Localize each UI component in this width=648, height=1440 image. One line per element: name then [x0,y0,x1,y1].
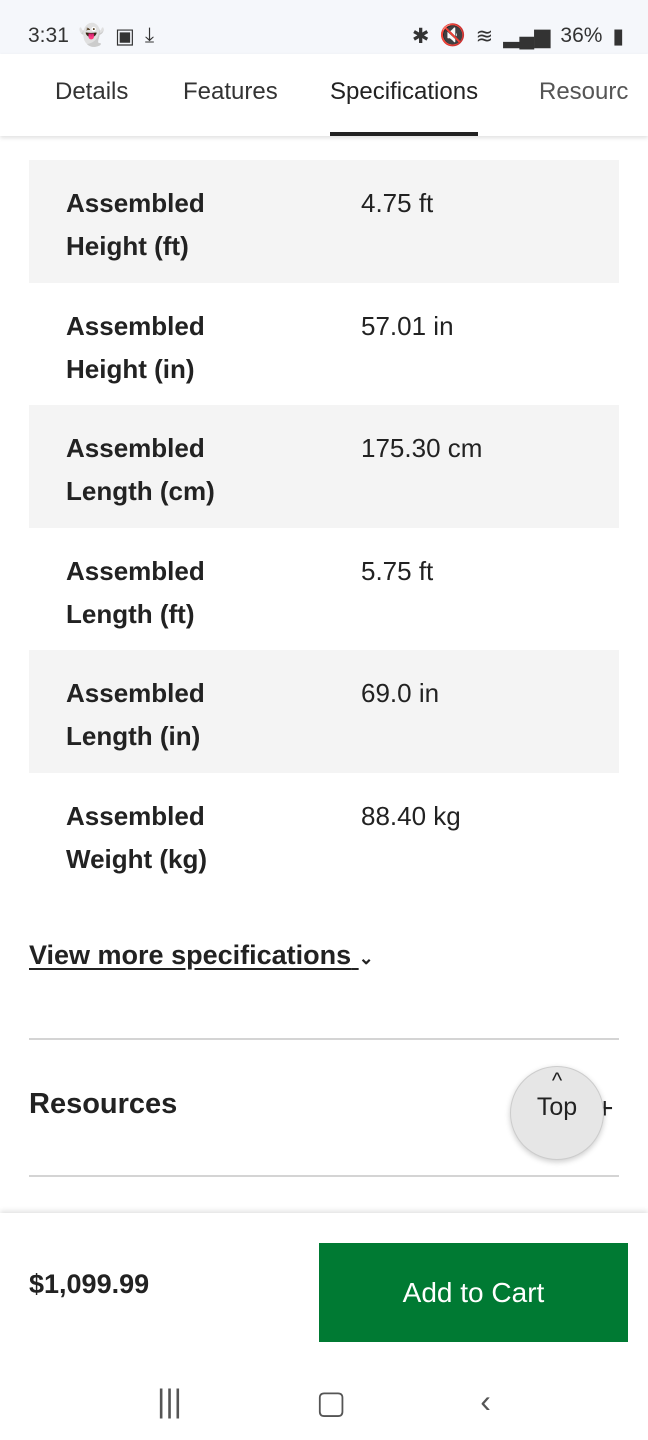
time: 3:31 [28,24,69,47]
wifi-icon: ≋ [475,24,494,48]
divider [29,1175,619,1177]
table-row: Assembled Length (ft) 5.75 ft [29,528,619,651]
recent-apps-icon[interactable]: ||| [157,1383,182,1419]
price: $1,099.99 [29,1269,150,1299]
snapchat-icon: 👻 [78,24,106,47]
spec-label: Assembled Length (cm) [66,433,215,506]
home-icon[interactable]: ▢ [316,1383,347,1420]
spec-value: 4.75 ft [361,188,434,218]
battery-level: 36% [560,24,603,47]
table-row: Assembled Height (ft) 4.75 ft [29,160,619,283]
table-row: Assembled Weight (kg) 88.40 kg [29,773,619,896]
bluetooth-icon: ✱ [411,24,430,48]
table-row: Assembled Length (in) 69.0 in [29,650,619,773]
spec-value: 69.0 in [361,678,440,708]
top-label: Top [536,1093,578,1121]
view-more-specifications-link[interactable]: View more specifications ⌄ [29,940,374,971]
status-bar: 3:31 👻 ▣ ⤓ ✱ 🔇 ≋ ▂▄▆ 36% ▮ [0,0,648,54]
spec-label: Assembled Height (ft) [66,188,205,261]
chevron-up-icon: ^ [551,1068,563,1093]
back-icon[interactable]: ‹ [480,1383,491,1419]
tab-specifications[interactable]: Specifications [330,78,479,136]
spec-value: 88.40 kg [361,800,461,831]
scroll-to-top-button[interactable]: ^ Top [510,1066,604,1160]
signal-icon: ▂▄▆ [503,24,551,48]
spec-label: Assembled Length (in) [66,678,205,751]
specs-table: Assembled Height (ft) 4.75 ft Assembled H… [29,160,619,895]
divider [29,1038,619,1040]
tab-resources[interactable]: Resourc [539,78,629,105]
table-row: Assembled Height (in) 57.01 in [29,283,619,406]
system-nav-bar: ||| ▢ ‹ [0,1363,648,1440]
table-row: Assembled Length (cm) 175.30 cm [29,405,619,528]
spec-value: 175.30 cm [361,433,483,463]
battery-icon: ▮ [612,24,624,48]
tab-details[interactable]: Details [55,78,129,105]
spec-value: 57.01 in [361,310,454,341]
add-to-cart-button[interactable]: Add to Cart [319,1243,628,1342]
spec-label: Assembled Weight (kg) [66,800,208,874]
spec-value: 5.75 ft [361,555,434,586]
spec-label: Assembled Height (in) [66,310,205,384]
image-icon: ▣ [115,24,135,48]
chevron-down-icon: ⌄ [358,948,374,968]
tab-features[interactable]: Features [183,78,278,105]
download-icon: ⤓ [144,24,155,47]
section-tabs: Details Features Specifications Resourc [0,54,648,136]
purchase-bar: $1,099.99 Add to Cart [0,1213,648,1363]
mute-icon: 🔇 [439,24,466,47]
resources-heading[interactable]: Resources [29,1088,178,1120]
view-more-label: View more specifications [29,940,352,970]
spec-label: Assembled Length (ft) [66,555,205,629]
